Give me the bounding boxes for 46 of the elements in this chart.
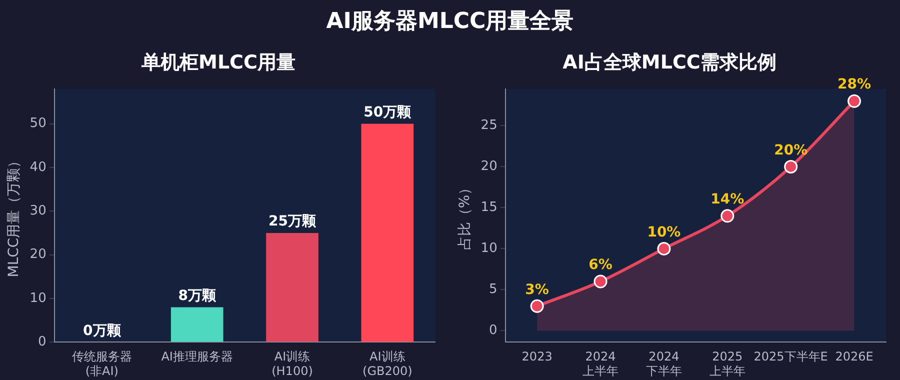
text: 10% [647,224,681,240]
chart-title: 单机柜MLCC用量 [140,51,296,74]
y-axis-title: 占比（%） [457,180,474,250]
data-label: 25万颗 [268,214,317,230]
bar [361,124,414,342]
y-tick-label: 15 [480,200,498,216]
chart-title: AI占全球MLCC需求比例 [562,51,776,74]
data-label: 8万颗 [178,288,217,304]
y-tick-label: 20 [480,159,498,174]
point [530,299,544,313]
x-tick-label: 2024 下半年 [646,350,682,378]
x-tick-label: AI训练 (H100) [272,350,313,378]
x-tick-label: 2025下半年E [754,350,828,364]
y-tick-label: 30 [30,204,46,219]
x-tick-label: AI推理服务器 [161,350,233,364]
x-tick-label: 2023 [522,350,552,364]
text: 3% [525,282,549,298]
text: 14% [710,192,744,208]
x-tick-label: AI训练 (GB200) [362,350,412,378]
x-tick-label: 2026E [835,350,874,364]
y-tick-label: 10 [480,241,498,256]
point [848,94,862,108]
x-tick-label: 2024 上半年 [582,350,619,378]
point [720,209,734,223]
text: 6% [588,257,612,274]
text: 28% [838,76,872,93]
bar [170,307,224,342]
text: 20% [774,142,808,158]
y-tick-label: 40 [30,160,46,175]
bar [266,232,318,342]
point [784,160,798,174]
data-label: 0万颗 [83,322,122,339]
y-axis-title: MLCC用量（万颗） [6,154,22,278]
y-tick-label: 10 [30,290,46,306]
x-tick-label: 传统服务器 (非AI) [72,350,132,378]
x-tick-label: 2025 上半年 [709,350,746,378]
y-tick-label: 0 [489,323,498,338]
text: AI服务器MLCC用量全景 [325,8,575,36]
y-tick-label: 5 [489,282,498,298]
point [594,274,608,288]
y-tick-label: 50 [30,116,46,132]
y-tick-label: 0 [38,334,46,350]
y-tick-label: 20 [30,247,46,262]
y-tick-label: 25 [480,118,498,134]
point [657,242,671,256]
data-label: 50万颗 [364,104,412,120]
